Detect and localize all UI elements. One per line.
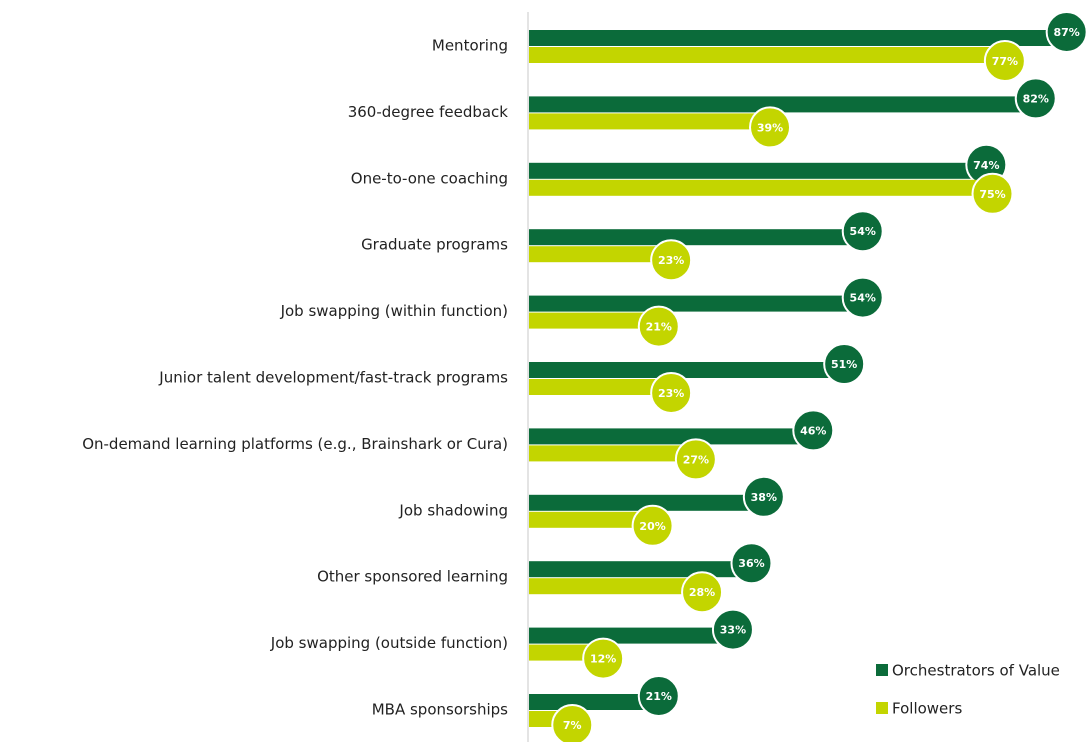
bar [529,229,863,246]
bar [529,578,703,595]
category-label: Graduate programs [361,236,508,254]
value-label: 75% [979,188,1005,201]
bar [529,511,653,528]
bar [529,694,659,710]
bar [529,428,814,445]
value-label: 54% [850,225,876,238]
value-label: 23% [658,254,684,267]
legend-swatch [876,664,888,676]
bar [529,162,987,179]
value-badge [551,704,594,742]
value-badge [582,637,625,680]
value-label: 20% [639,520,665,533]
legend-label: Followers [892,700,962,718]
value-badge [631,504,674,547]
value-label: 21% [646,321,672,334]
category-label: 360-degree feedback [348,103,509,121]
value-label: 38% [751,491,777,504]
legend-label: Orchestrators of Value [892,662,1060,680]
bar [529,96,1036,113]
bar [529,295,863,312]
value-badge [1045,11,1088,53]
value-label: 7% [563,719,582,732]
category-label: Job shadowing [398,501,508,519]
value-label: 27% [683,453,709,466]
bar [529,494,764,511]
bar [529,312,659,329]
category-label: Job swapping (within function) [280,302,508,320]
legend-swatch [876,702,888,714]
value-badge [749,106,792,149]
category-label: On-demand learning platforms (e.g., Brai… [82,435,508,453]
bar [529,362,845,378]
value-label: 51% [831,358,857,371]
value-label: 54% [850,292,876,305]
value-badge [637,305,680,348]
value-label: 39% [757,121,783,134]
bar [529,627,733,644]
value-badge [681,571,724,614]
value-label: 28% [689,586,715,599]
value-label: 23% [658,387,684,400]
bar [529,113,771,130]
bar [529,561,752,578]
value-badge [983,40,1026,82]
bar [529,47,1005,63]
value-badge [650,239,693,282]
value-badge [674,438,717,481]
category-label: MBA sponsorships [372,701,508,719]
bar [529,445,696,462]
value-badge [1014,77,1057,120]
value-label: 82% [1023,92,1049,105]
value-label: 74% [973,159,999,172]
value-label: 46% [800,424,826,437]
value-badge [637,675,680,717]
value-badge [841,276,884,319]
value-label: 77% [992,55,1018,68]
category-label: Mentoring [432,37,508,55]
value-label: 36% [738,557,764,570]
value-badge [711,608,754,651]
value-badge [730,542,773,585]
value-badge [792,409,835,452]
value-label: 87% [1053,26,1079,39]
category-label: Other sponsored learning [317,568,508,586]
value-label: 21% [646,690,672,703]
value-badge [841,210,884,253]
value-badge [650,372,693,414]
bar [529,30,1067,46]
category-label: Junior talent development/fast-track pro… [158,369,508,387]
value-badge [823,343,866,385]
value-label: 33% [720,624,746,637]
value-badge [971,172,1014,215]
bar [529,246,672,263]
value-badge [742,475,785,518]
value-label: 12% [590,653,616,666]
category-label: Job swapping (outside function) [270,634,508,652]
category-label: One-to-one coaching [351,169,508,187]
bar [529,179,993,196]
bar [529,379,672,395]
